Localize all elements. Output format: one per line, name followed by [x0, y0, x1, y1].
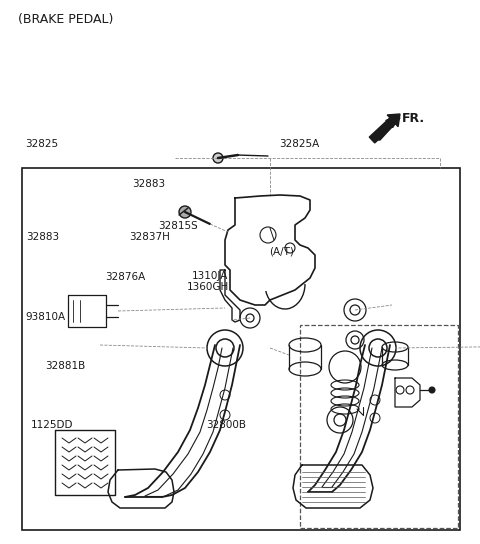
Text: 32825: 32825 [25, 139, 59, 149]
Text: 1310JA: 1310JA [192, 271, 228, 281]
Text: 32815S: 32815S [158, 221, 198, 231]
Text: 1125DD: 1125DD [31, 421, 74, 430]
Text: 93810A: 93810A [25, 312, 66, 322]
Text: FR.: FR. [402, 112, 425, 125]
Polygon shape [372, 118, 400, 140]
FancyArrow shape [369, 114, 400, 143]
Circle shape [429, 387, 435, 393]
Text: (A/T): (A/T) [269, 246, 294, 256]
Text: 32837H: 32837H [130, 232, 170, 242]
Text: 32883: 32883 [132, 179, 165, 189]
Text: 32883: 32883 [26, 232, 60, 242]
Text: 32876A: 32876A [106, 273, 146, 282]
Text: 32825A: 32825A [279, 139, 320, 149]
Bar [22, 168, 460, 530]
Circle shape [213, 153, 223, 163]
Text: 32881B: 32881B [46, 361, 86, 370]
Circle shape [179, 206, 191, 218]
Text: 1360GH: 1360GH [187, 282, 229, 292]
Text: (BRAKE PEDAL): (BRAKE PEDAL) [18, 14, 113, 27]
Bar [300, 325, 458, 528]
Text: 32800B: 32800B [206, 421, 246, 430]
